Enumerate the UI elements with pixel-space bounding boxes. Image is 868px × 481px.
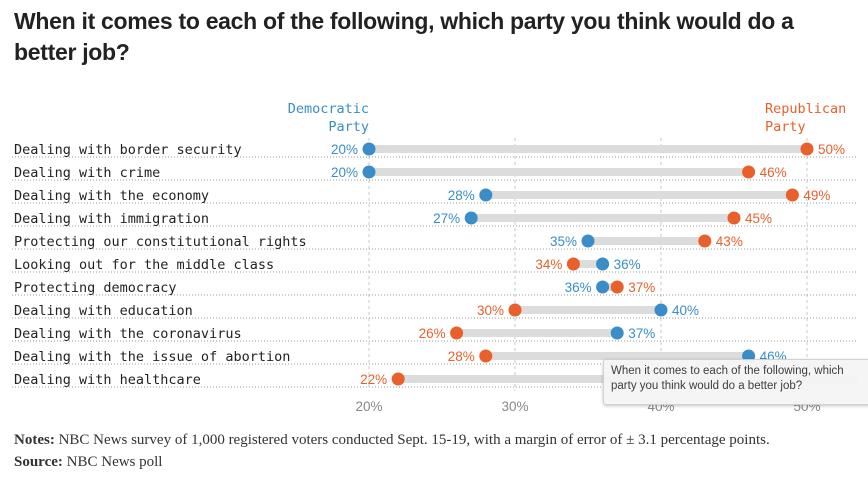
republican-value-label: 30% [477,303,504,318]
hover-tooltip: When it comes to each of the following, … [603,359,868,405]
category-label: Dealing with education [14,303,193,319]
republican-value-label: 34% [535,257,562,272]
category-label: Dealing with immigration [14,211,209,227]
democratic-dot [610,326,624,340]
democratic-dot [479,188,493,202]
democratic-dot [596,257,610,271]
source-text: NBC News poll [62,454,163,470]
range-bar [369,145,807,153]
republican-dot [742,165,756,179]
republican-value-label: 45% [745,211,772,226]
range-bar [515,306,661,314]
republican-value-label: 49% [803,188,830,203]
republican-dot [508,303,522,317]
range-bar [471,214,734,222]
democratic-value-label: 27% [433,211,460,226]
range-bar [485,191,793,199]
notes-label: Notes: [14,432,55,448]
republican-dot [450,326,464,340]
category-label: Dealing with border security [14,142,242,158]
democratic-dot [654,303,668,317]
category-label: Dealing with healthcare [14,372,201,388]
democratic-value-label: 36% [565,280,592,295]
category-label: Looking out for the middle class [14,257,274,273]
chart-notes: Notes: NBC News survey of 1,000 register… [14,429,859,473]
republican-value-label: 28% [448,349,475,364]
x-tick-label: 30% [501,399,528,414]
democratic-value-label: 28% [448,188,475,203]
category-label: Dealing with the economy [14,188,209,204]
republican-dot [800,142,814,156]
category-label: Protecting our constitutional rights [14,234,307,250]
range-bar [573,260,603,268]
republican-dot [727,211,741,225]
democratic-value-label: 35% [550,234,577,249]
source-label: Source: [14,454,63,470]
republican-dot [610,280,624,294]
category-label: Protecting democracy [14,280,177,296]
category-label: Dealing with the issue of abortion [14,349,290,365]
democratic-value-label: 36% [614,257,641,272]
range-bar [588,237,705,245]
category-label: Dealing with crime [14,165,160,181]
democratic-dot [464,211,478,225]
range-bar [456,329,618,337]
republican-legend-line-1: Republican [765,101,846,117]
range-bar [485,352,749,360]
republican-dot [566,257,580,271]
republican-legend-line-2: Party [765,119,806,135]
democratic-dot [362,142,376,156]
republican-value-label: 22% [360,372,387,387]
republican-dot [479,349,493,363]
democratic-dot [581,234,595,248]
republican-value-label: 43% [716,234,743,249]
republican-dot [785,188,799,202]
notes-line: Notes: NBC News survey of 1,000 register… [14,429,859,451]
democratic-value-label: 40% [672,303,699,318]
democratic-value-label: 20% [331,142,358,157]
range-bar [369,168,749,176]
democratic-value-label: 37% [628,326,655,341]
republican-value-label: 46% [760,165,787,180]
republican-dot [698,234,712,248]
category-label: Dealing with the coronavirus [14,326,242,342]
notes-text: NBC News survey of 1,000 registered vote… [54,432,770,448]
chart-title: When it comes to each of the following, … [14,8,794,65]
democratic-dot [362,165,376,179]
x-tick-label: 20% [355,399,382,414]
republican-dot [391,372,405,386]
republican-value-label: 37% [628,280,655,295]
democratic-legend-line-2: Party [328,119,369,135]
source-line: Source: NBC News poll [14,451,859,473]
democratic-legend-line-1: Democratic [288,101,369,117]
republican-value-label: 26% [419,326,446,341]
republican-value-label: 50% [818,142,845,157]
democratic-value-label: 20% [331,165,358,180]
democratic-dot [596,280,610,294]
